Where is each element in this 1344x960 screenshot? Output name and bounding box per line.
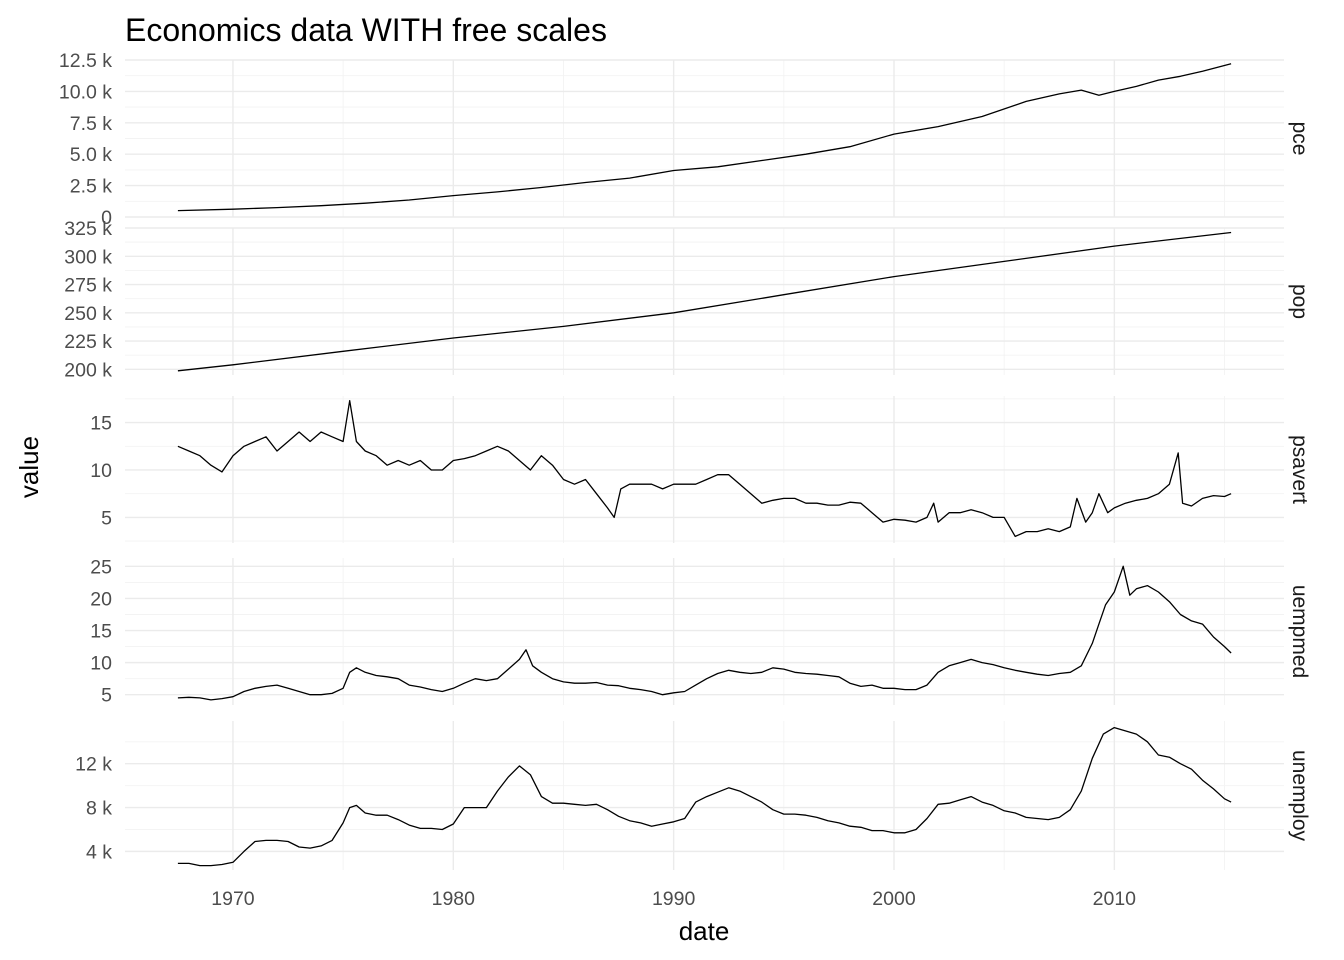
strip-label-pce: pce	[1288, 122, 1311, 156]
y-tick-label: 12 k	[75, 754, 112, 776]
y-tick-label: 2.5 k	[70, 176, 113, 198]
panel-psavert: 5 10 15 psavert	[90, 396, 1311, 543]
y-tick-label: 300 k	[64, 246, 112, 268]
y-tick-label: 275 k	[64, 275, 112, 297]
series-line-uempmed	[177, 565, 1232, 701]
strip-label-pop: pop	[1288, 284, 1311, 319]
y-tick-label: 7.5 k	[70, 113, 113, 135]
panel-uempmed: 5 10 15 20 25 uempmed	[90, 556, 1311, 706]
y-tick-label: 325 k	[64, 218, 112, 240]
y-tick-label: 25	[90, 556, 112, 578]
y-tick-label: 12.5 k	[59, 50, 112, 72]
y-tick-label: 5	[101, 507, 112, 529]
strip-label-uempmed: uempmed	[1288, 585, 1311, 678]
y-tick-label: 10	[90, 653, 112, 675]
x-tick-label: 1970	[211, 888, 255, 910]
y-tick-label: 200 k	[64, 359, 112, 381]
y-axis-title: value	[14, 436, 44, 498]
x-tick-label: 2010	[1093, 888, 1137, 910]
panel-pop: 200 k 225 k 250 k 275 k 300 k 325 k pop	[64, 218, 1311, 381]
y-tick-label: 225 k	[64, 331, 112, 353]
y-tick-label: 5.0 k	[70, 144, 113, 166]
chart-title: Economics data WITH free scales	[125, 12, 607, 48]
panel-pce: 0 2.5 k 5.0 k 7.5 k 10.0 k 12.5 k pce	[59, 50, 1311, 229]
y-tick-label: 20	[90, 588, 112, 610]
x-axis: 1970 1980 1990 2000 2010	[211, 888, 1136, 910]
x-axis-title: date	[679, 916, 730, 946]
x-tick-label: 1990	[652, 888, 696, 910]
series-line-pce	[177, 63, 1232, 212]
y-tick-label: 15	[90, 621, 112, 643]
panel-unemploy: 4 k 8 k 12 k unemploy	[75, 721, 1311, 870]
y-tick-label: 15	[90, 413, 112, 435]
y-tick-label: 10	[90, 460, 112, 482]
y-tick-label: 4 k	[86, 841, 112, 863]
x-tick-label: 1980	[432, 888, 476, 910]
facet-panels: 0 2.5 k 5.0 k 7.5 k 10.0 k 12.5 k pce 200 k 225 …	[59, 50, 1311, 870]
series-line-psavert	[177, 400, 1232, 538]
y-tick-label: 250 k	[64, 303, 112, 325]
strip-label-psavert: psavert	[1288, 435, 1311, 504]
x-tick-label: 2000	[872, 888, 916, 910]
y-tick-label: 5	[101, 685, 112, 707]
y-tick-label: 0	[101, 207, 112, 229]
strip-label-unemploy: unemploy	[1288, 750, 1311, 842]
y-tick-label: 10.0 k	[59, 81, 112, 103]
series-line-unemploy	[177, 726, 1232, 867]
y-tick-label: 8 k	[86, 798, 112, 820]
series-line-pop	[177, 231, 1232, 372]
